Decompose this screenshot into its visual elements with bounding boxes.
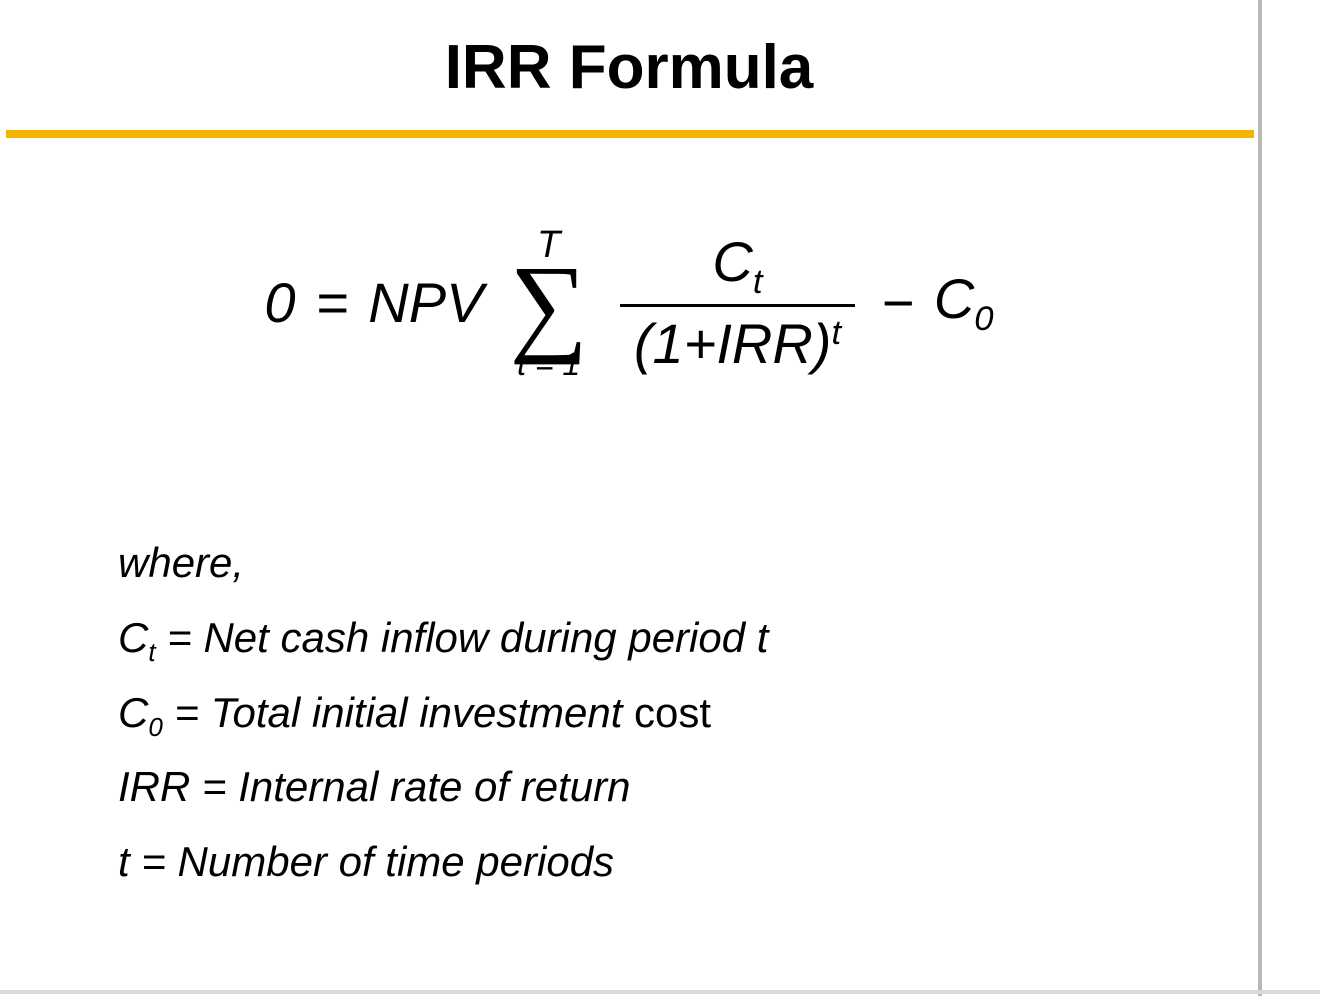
c0-sub: 0 — [974, 300, 993, 338]
def-row-c0: C0 = Total initial investment cost — [118, 676, 768, 751]
title-divider — [6, 130, 1254, 138]
slide-title: IRR Formula — [0, 0, 1258, 102]
def-ct-sym: C — [118, 614, 148, 661]
def-c0-eq: = — [163, 689, 211, 736]
irr-formula: 0 = NPV T ∑ t = 1 Ct (1+IRR)t − C0 — [264, 226, 993, 380]
where-label: where, — [118, 526, 768, 601]
formula-minus: − — [881, 270, 914, 335]
def-row-irr: IRR = Internal rate of return — [118, 750, 768, 825]
summation: T ∑ t = 1 — [509, 226, 587, 380]
def-irr-eq: = — [190, 763, 238, 810]
def-c0-sub: 0 — [148, 712, 162, 742]
slide-right-border — [1258, 0, 1262, 996]
denominator-sup-t: t — [831, 314, 841, 352]
summation-lower: t = 1 — [517, 348, 580, 380]
slide-content: IRR Formula 0 = NPV T ∑ t = 1 Ct (1+IRR)… — [0, 0, 1258, 990]
def-ct-desc: Net cash inflow during period t — [203, 614, 768, 661]
def-c0-desc-italic: Total initial investment — [211, 689, 623, 736]
formula-c0: C0 — [934, 266, 994, 339]
fraction: Ct (1+IRR)t — [620, 231, 855, 374]
numerator-sub-t: t — [753, 263, 763, 301]
denominator-base: (1+IRR) — [634, 312, 832, 375]
fraction-numerator: Ct — [698, 231, 776, 303]
def-irr-sym: IRR — [118, 763, 190, 810]
def-c0-desc-upright: cost — [622, 689, 711, 736]
formula-region: 0 = NPV T ∑ t = 1 Ct (1+IRR)t − C0 — [0, 226, 1258, 380]
c0-base: C — [934, 267, 974, 330]
summation-symbol: ∑ — [509, 258, 587, 352]
def-row-ct: Ct = Net cash inflow during period t — [118, 601, 768, 676]
def-row-t: t = Number of time periods — [118, 825, 768, 900]
fraction-denominator: (1+IRR)t — [620, 307, 855, 375]
def-irr-desc: Internal rate of return — [238, 763, 630, 810]
formula-zero: 0 — [264, 270, 295, 335]
def-c0-sym: C — [118, 689, 148, 736]
formula-npv: NPV — [368, 270, 483, 335]
def-ct-sub: t — [148, 637, 155, 667]
def-t-desc: Number of time periods — [178, 838, 615, 885]
def-t-sym: t — [118, 838, 130, 885]
numerator-c: C — [712, 230, 752, 293]
def-t-eq: = — [130, 838, 178, 885]
formula-equals-1: = — [316, 270, 349, 335]
def-ct-eq: = — [156, 614, 204, 661]
slide-bottom-border — [0, 990, 1320, 994]
definitions-block: where, Ct = Net cash inflow during perio… — [118, 526, 768, 900]
